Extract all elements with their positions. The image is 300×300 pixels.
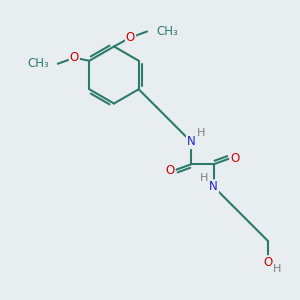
Text: CH₃: CH₃ bbox=[156, 25, 178, 38]
Text: O: O bbox=[263, 256, 272, 269]
Text: O: O bbox=[166, 164, 175, 177]
Text: N: N bbox=[209, 180, 218, 193]
Text: CH₃: CH₃ bbox=[27, 57, 49, 70]
Text: O: O bbox=[230, 152, 239, 165]
Text: O: O bbox=[70, 51, 79, 64]
Text: H: H bbox=[272, 264, 281, 274]
Text: N: N bbox=[187, 135, 196, 148]
Text: O: O bbox=[126, 31, 135, 44]
Text: H: H bbox=[200, 173, 208, 183]
Text: H: H bbox=[196, 128, 205, 138]
